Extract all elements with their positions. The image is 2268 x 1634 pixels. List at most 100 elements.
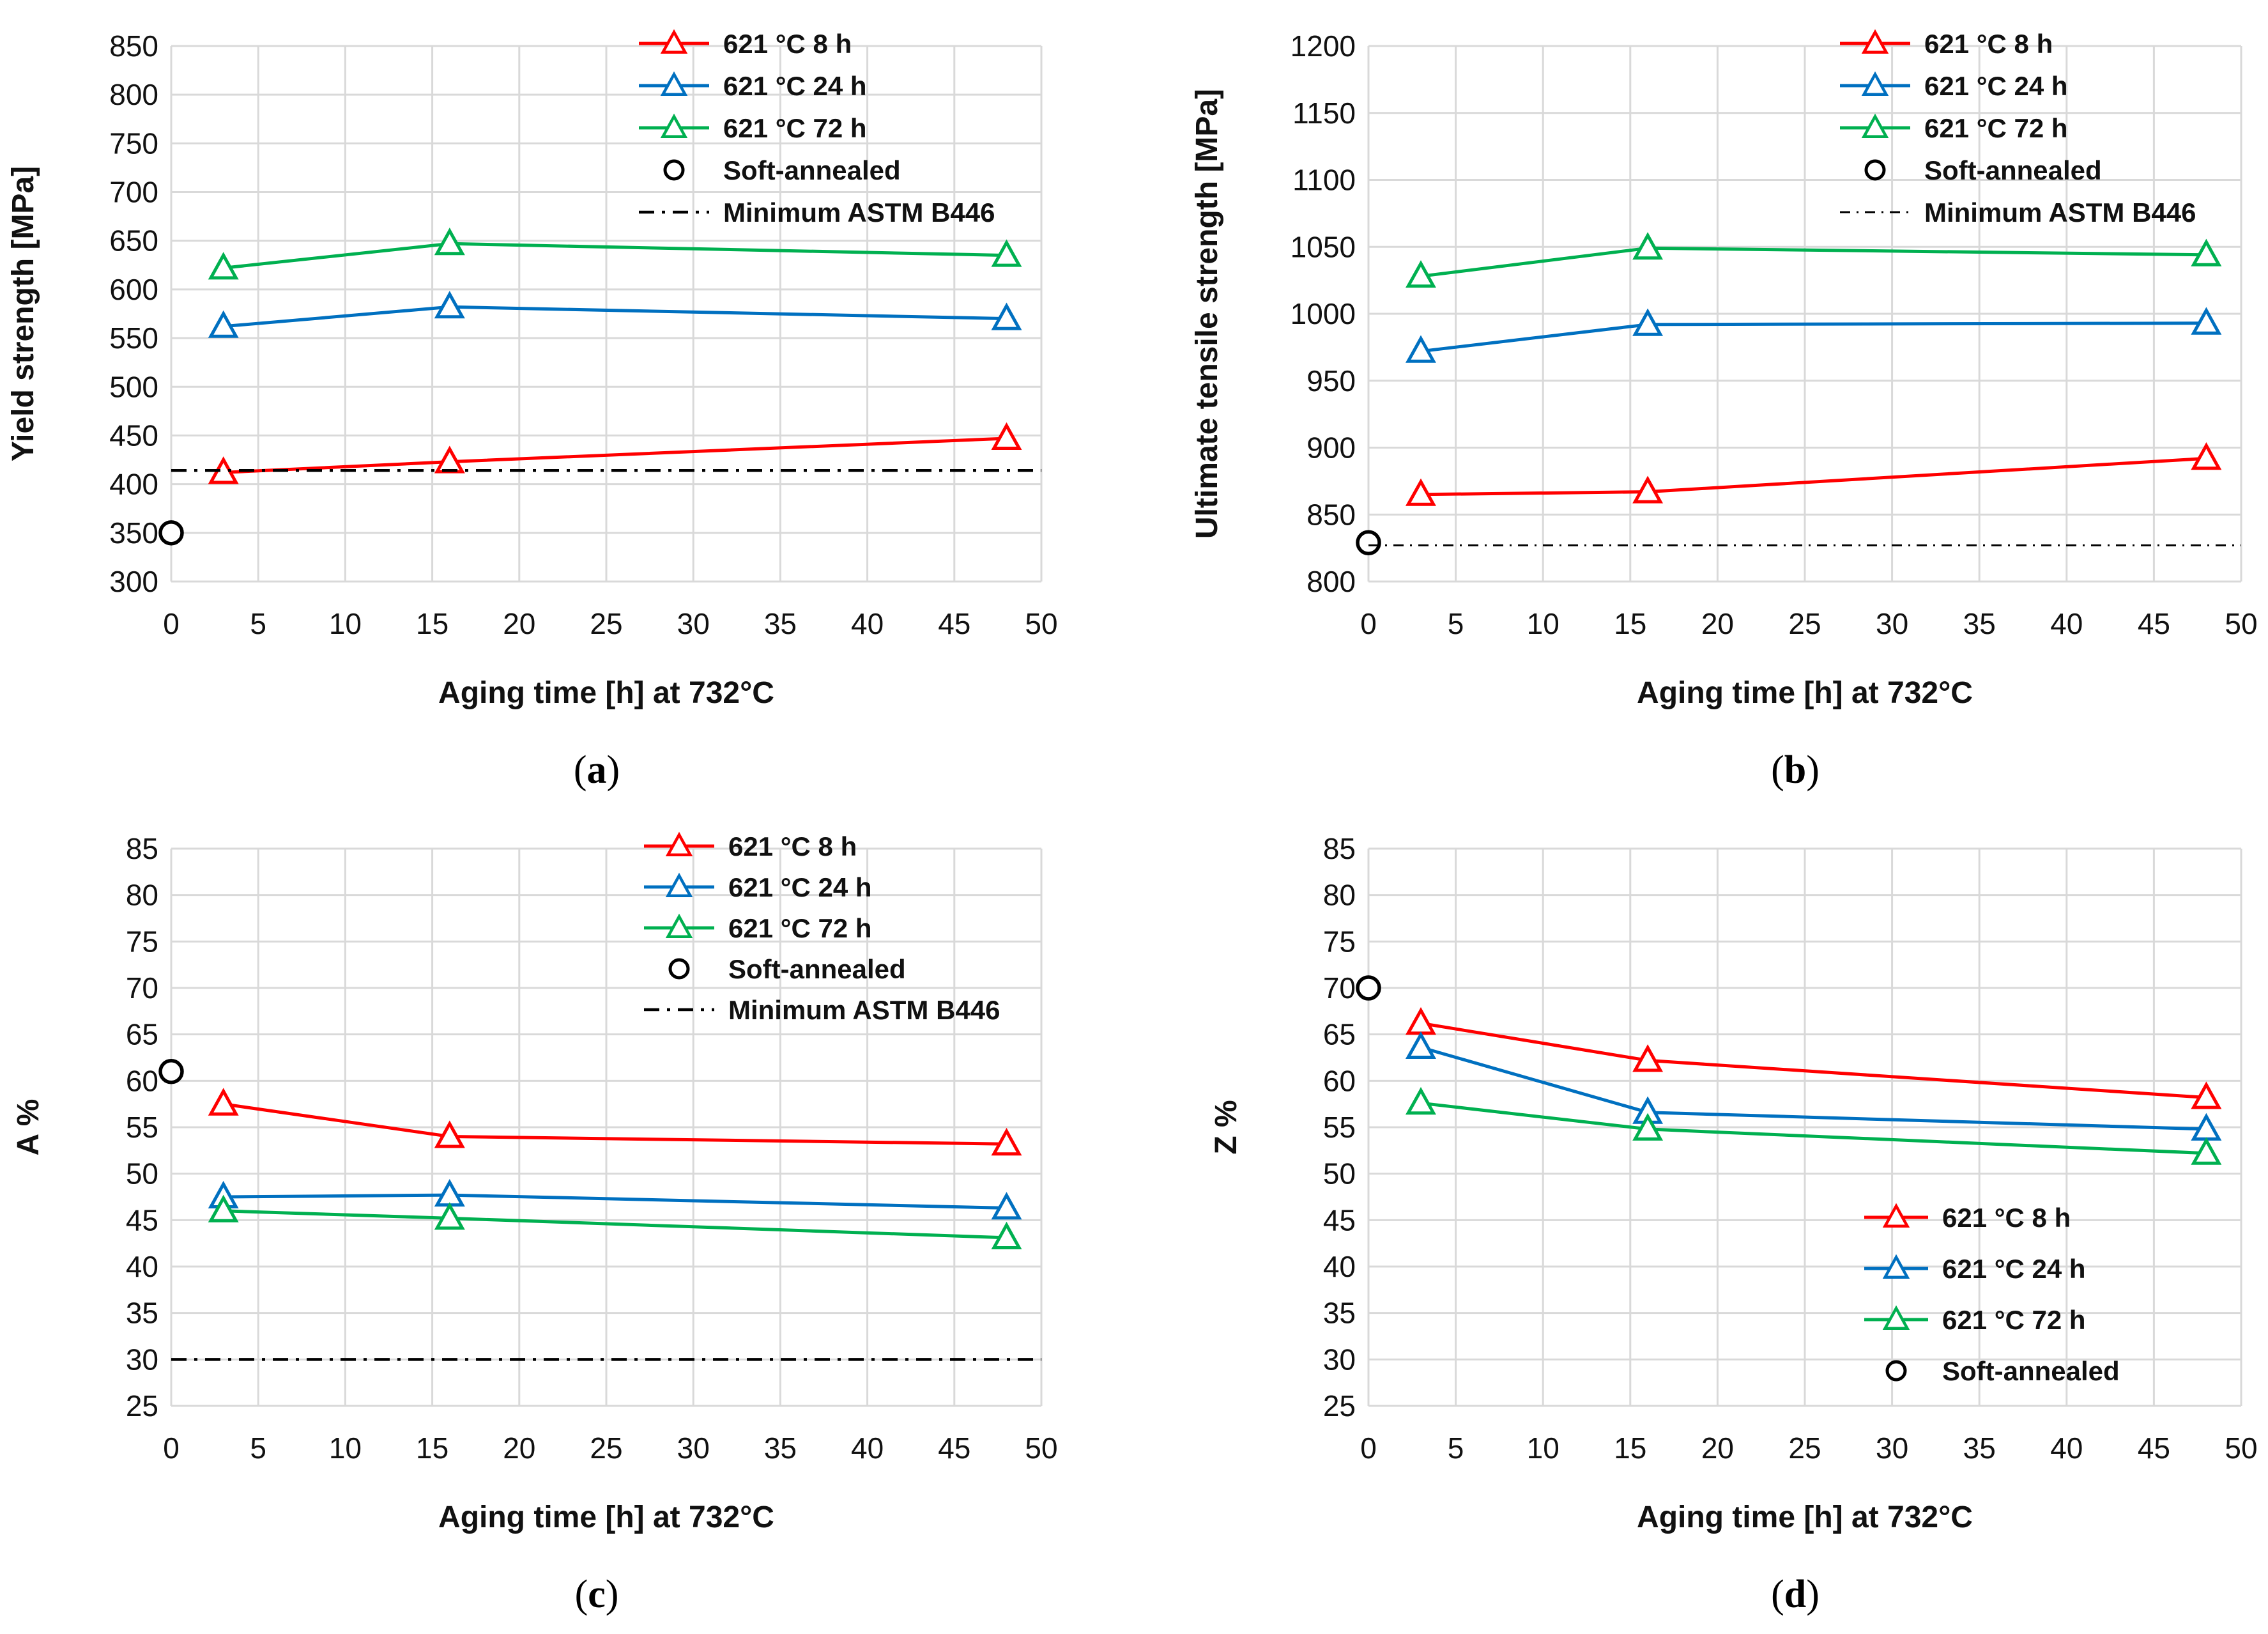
legend-marker-triangle	[660, 29, 688, 54]
x-tick-label: 45	[2138, 607, 2170, 640]
chart-panel-d: 25 30 35 40 45 50 55 60 65 70 75 80 85 0 5 10 15 20 25 30 35…	[1209, 832, 2258, 1616]
y-tick-label: 850	[109, 29, 158, 63]
y-tick-label: 55	[126, 1111, 158, 1144]
legend: 621 °C 8 h 621 °C 24 h 621 °C 72 h Soft-ann…	[1864, 1203, 2120, 1386]
y-tick-label: 40	[1323, 1250, 1356, 1283]
x-tick-label: 50	[1025, 1431, 1057, 1465]
series-line-0	[1420, 456, 2207, 497]
y-tick-label: 850	[1306, 498, 1356, 531]
x-tick-label: 5	[1448, 607, 1464, 640]
y-tick-label: 65	[1323, 1018, 1356, 1051]
x-axis-title: Aging time [h] at 732°C	[438, 1500, 774, 1534]
data-point-triangle	[1405, 1007, 1436, 1035]
x-tick-label: 0	[163, 607, 180, 640]
y-tick-label: 300	[109, 565, 158, 598]
y-tick-label: 75	[126, 925, 158, 958]
x-axis-title: Aging time [h] at 732°C	[438, 676, 774, 710]
y-tick-label: 80	[126, 879, 158, 912]
x-tick-label: 0	[1360, 1431, 1377, 1465]
data-point-triangle	[2191, 307, 2222, 335]
x-tick-label: 25	[1788, 607, 1821, 640]
data-point-triangle	[434, 291, 465, 319]
y-tick-label: 650	[109, 224, 158, 258]
x-axis-title: Aging time [h] at 732°C	[1637, 676, 1973, 710]
data-point-triangle	[2191, 1081, 2222, 1109]
y-tick-label: 50	[1323, 1157, 1356, 1191]
data-point-triangle	[2191, 442, 2222, 470]
chart-panel-b: 800 850 900 950 1000 1050 1100 1150 1200 0 5 10 15 20…	[1190, 29, 2258, 792]
data-point-triangle	[991, 302, 1022, 330]
x-tick-label: 5	[250, 607, 266, 640]
x-tick-label: 10	[1527, 607, 1559, 640]
legend-label: 621 °C 24 h	[1924, 71, 2068, 101]
panel-caption: (b)	[1771, 748, 1820, 792]
legend-label: Minimum ASTM B446	[1924, 197, 2196, 227]
legend-marker-circle	[663, 159, 685, 181]
legend-marker-circle	[1885, 1360, 1907, 1382]
series-line-1	[223, 1193, 1007, 1210]
x-tick-label: 45	[938, 1431, 970, 1465]
x-tick-label: 20	[1701, 1431, 1734, 1465]
data-point-triangle	[1632, 232, 1664, 260]
data-point-triangle	[434, 1202, 465, 1230]
y-tick-label: 700	[109, 176, 158, 209]
legend-label: 621 °C 8 h	[723, 29, 852, 59]
chart-panel-a: 300 350 400 450 500 550 600 650 700 750 800 850 0 5 10…	[6, 29, 1058, 792]
data-point-triangle	[991, 422, 1022, 450]
y-tick-label: 45	[1323, 1203, 1356, 1237]
series-line-2	[223, 242, 1007, 270]
y-tick-label: 450	[109, 419, 158, 452]
series-line-1	[223, 305, 1007, 328]
data-point-triangle	[1632, 308, 1664, 336]
legend-label: Minimum ASTM B446	[728, 995, 1000, 1025]
data-point-triangle	[434, 227, 465, 256]
legend-marker-triangle	[665, 872, 693, 897]
y-tick-label: 550	[109, 321, 158, 355]
y-tick-label: 50	[126, 1157, 158, 1191]
x-tick-label: 30	[1876, 1431, 1908, 1465]
y-tick-label: 30	[126, 1343, 158, 1376]
x-tick-label: 40	[851, 607, 884, 640]
y-tick-label: 25	[126, 1389, 158, 1422]
data-point-circle	[1356, 530, 1381, 555]
series-line-0	[223, 436, 1007, 474]
data-point-triangle	[1632, 475, 1664, 504]
legend-marker-triangle	[1861, 113, 1889, 138]
x-tick-label: 40	[851, 1431, 884, 1465]
x-tick-label: 35	[1963, 607, 1996, 640]
data-point-triangle	[1405, 1087, 1436, 1115]
data-point-circle	[158, 520, 184, 546]
y-axis-title: Z %	[1209, 1100, 1243, 1154]
x-tick-label: 50	[2225, 1431, 2257, 1465]
y-tick-label: 65	[126, 1018, 158, 1051]
legend-marker-triangle	[1861, 29, 1889, 54]
y-tick-label: 800	[1306, 565, 1356, 598]
data-point-triangle	[1405, 260, 1436, 288]
legend-label: Soft-annealed	[723, 155, 901, 185]
y-tick-label: 800	[109, 78, 158, 111]
x-tick-label: 20	[503, 607, 535, 640]
data-point-triangle	[991, 1192, 1022, 1220]
legend-marker-triangle	[1861, 71, 1889, 96]
x-tick-label: 45	[938, 607, 970, 640]
data-point-triangle	[2191, 1137, 2222, 1165]
data-point-triangle	[208, 1194, 239, 1222]
legend-marker-circle	[1864, 159, 1886, 181]
x-tick-label: 15	[416, 607, 448, 640]
y-tick-label: 950	[1306, 364, 1356, 397]
x-tick-label: 45	[2138, 1431, 2170, 1465]
chart-panel-c: 25 30 35 40 45 50 55 60 65 70 75 80 85 0 5 10 15 20 25 30 35…	[11, 831, 1058, 1616]
y-tick-label: 85	[126, 832, 158, 865]
x-tick-label: 0	[1360, 607, 1377, 640]
data-point-triangle	[208, 1088, 239, 1116]
panel-caption: (a)	[574, 748, 620, 792]
y-tick-label: 45	[126, 1203, 158, 1237]
y-tick-label: 1000	[1291, 297, 1356, 330]
series-line-2	[223, 1209, 1007, 1240]
y-axis-title: A %	[11, 1099, 45, 1156]
data-point-triangle	[1405, 478, 1436, 506]
data-point-circle	[158, 1059, 184, 1084]
x-tick-label: 10	[329, 607, 362, 640]
x-tick-label: 15	[1614, 607, 1646, 640]
x-tick-label: 15	[416, 1431, 448, 1465]
